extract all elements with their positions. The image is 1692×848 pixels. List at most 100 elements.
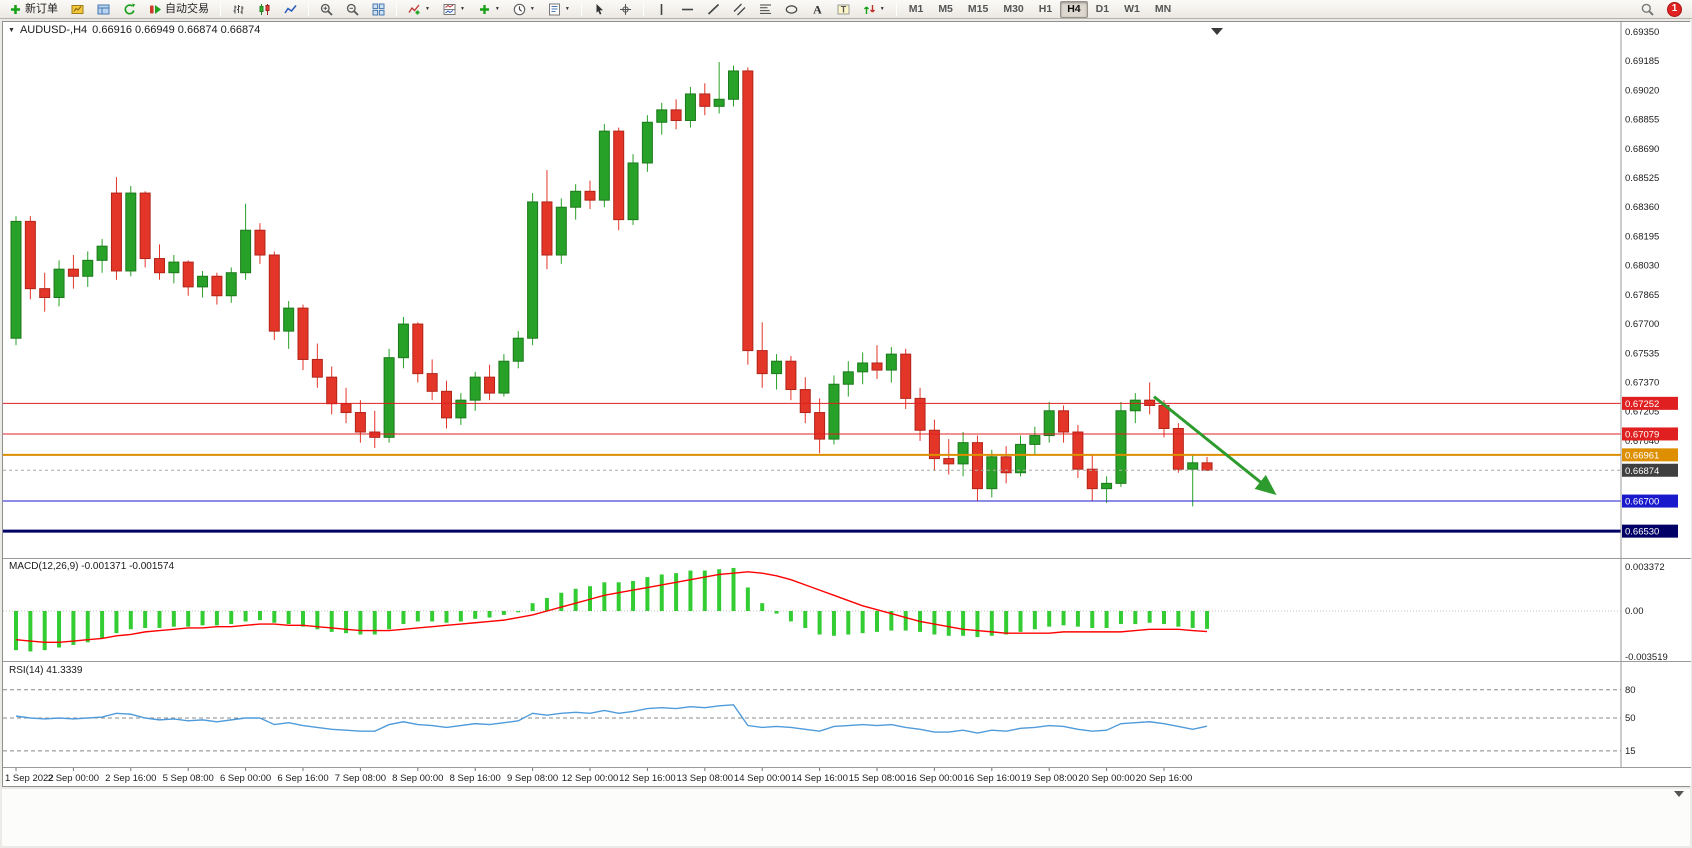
text-label-icon: T	[837, 3, 850, 16]
dropdown-caret-icon: ▼	[564, 6, 570, 12]
arrows-button[interactable]: ▼	[857, 1, 891, 18]
svg-text:0.67040: 0.67040	[1625, 436, 1659, 447]
scroll-marker-icon[interactable]	[1674, 791, 1684, 797]
zoom-in-button[interactable]	[314, 1, 339, 18]
svg-text:19 Sep 08:00: 19 Sep 08:00	[1021, 773, 1078, 784]
crosshair-button[interactable]	[613, 1, 638, 18]
button-label: D1	[1095, 2, 1110, 15]
svg-text:8 Sep 16:00: 8 Sep 16:00	[450, 773, 501, 784]
ellipse-icon	[785, 3, 798, 16]
svg-text:6 Sep 16:00: 6 Sep 16:00	[277, 773, 328, 784]
svg-text:16 Sep 00:00: 16 Sep 00:00	[906, 773, 963, 784]
grid-layer	[3, 610, 1621, 752]
text-icon: A	[811, 2, 824, 16]
button-label: W1	[1124, 2, 1140, 15]
indicator-window-button[interactable]: ▼	[437, 1, 471, 18]
autotrading-icon	[149, 3, 162, 16]
timeframe-d1[interactable]: D1	[1089, 1, 1116, 18]
svg-text:0.67535: 0.67535	[1625, 348, 1659, 359]
vertical-line-icon	[655, 3, 668, 16]
chart-window[interactable]: 0.69350 0.69185 0.69020 0.68855 0.68690 0.685…	[2, 21, 1691, 787]
button-label: M30	[1003, 2, 1024, 15]
refresh-button[interactable]	[117, 1, 142, 18]
toolbar-right-group: 1	[1635, 1, 1689, 18]
trend-arrow-annotation	[1153, 395, 1277, 496]
annotation-layer	[1153, 395, 1277, 496]
tile-windows-button[interactable]	[366, 1, 391, 18]
channel-button[interactable]	[727, 1, 752, 18]
svg-text:0.66961: 0.66961	[1625, 450, 1659, 461]
text-button[interactable]: A	[805, 1, 830, 18]
vertical-line-button[interactable]	[649, 1, 674, 18]
timeframe-m1[interactable]: M1	[902, 1, 931, 18]
templates-button[interactable]: ▼	[542, 1, 576, 18]
trendline-button[interactable]	[701, 1, 726, 18]
market-watch-button[interactable]	[65, 1, 90, 18]
toolbar-separator	[895, 2, 897, 16]
timeframe-h4[interactable]: H4	[1060, 0, 1088, 18]
fibonacci-button[interactable]	[753, 1, 778, 18]
add-indicator-button[interactable]: ▼	[472, 1, 506, 18]
svg-text:2 Sep 16:00: 2 Sep 16:00	[105, 773, 156, 784]
dropdown-caret-icon: ▼	[425, 6, 430, 12]
periods-button[interactable]: ▼	[507, 1, 541, 18]
svg-text:0.67205: 0.67205	[1625, 407, 1659, 418]
dropdown-caret-icon: ▼	[494, 6, 500, 12]
zoom-in-icon	[320, 3, 333, 16]
channel-icon	[733, 3, 746, 16]
axis-labels-layer: 0.69350 0.69185 0.69020 0.68855 0.68690 0.685…	[1622, 27, 1678, 757]
search-button[interactable]	[1635, 1, 1660, 18]
svg-text:0.68195: 0.68195	[1625, 231, 1659, 242]
line-chart-button[interactable]	[278, 1, 303, 18]
svg-text:2 Sep 00:00: 2 Sep 00:00	[48, 773, 99, 784]
candles-layer	[10, 62, 1213, 507]
timeframe-w1[interactable]: W1	[1117, 1, 1147, 18]
dropdown-caret-icon: ▼	[529, 6, 535, 12]
svg-text:14 Sep 00:00: 14 Sep 00:00	[734, 773, 791, 784]
autotrading-button[interactable]: 自动交易	[143, 1, 215, 18]
svg-text:0.68360: 0.68360	[1625, 202, 1659, 213]
candlestick-chart-icon	[258, 3, 271, 16]
svg-text:0.67079: 0.67079	[1625, 429, 1659, 440]
svg-text:0.68690: 0.68690	[1625, 144, 1659, 155]
frame-layer	[3, 22, 1691, 768]
timeframe-h1[interactable]: H1	[1032, 1, 1059, 18]
fibonacci-icon	[759, 3, 772, 16]
hlines-layer	[3, 402, 1621, 533]
zoom-out-button[interactable]	[340, 1, 365, 18]
button-label: H4	[1067, 2, 1081, 15]
shapes-button[interactable]	[779, 1, 804, 18]
svg-text:1 Sep 2022: 1 Sep 2022	[5, 773, 54, 784]
svg-text:20 Sep 00:00: 20 Sep 00:00	[1078, 773, 1135, 784]
button-label: 新订单	[25, 2, 58, 15]
svg-text:9 Sep 08:00: 9 Sep 08:00	[507, 773, 558, 784]
new-order-button[interactable]: 新订单	[3, 1, 64, 18]
svg-text:13 Sep 08:00: 13 Sep 08:00	[677, 773, 734, 784]
search-icon	[1641, 3, 1654, 16]
timeframe-mn[interactable]: MN	[1148, 1, 1178, 18]
navigator-button[interactable]	[91, 1, 116, 18]
horizontal-line-button[interactable]	[675, 1, 700, 18]
svg-text:0.67865: 0.67865	[1625, 290, 1659, 301]
svg-text:12 Sep 16:00: 12 Sep 16:00	[619, 773, 676, 784]
chart-shift-marker-icon	[1211, 28, 1223, 35]
timeframe-m5[interactable]: M5	[931, 1, 960, 18]
candlestick-chart-button[interactable]	[252, 1, 277, 18]
timeframe-m30[interactable]: M30	[996, 1, 1030, 18]
arrows-icon	[863, 3, 876, 16]
bar-chart-button[interactable]	[226, 1, 251, 18]
periods-icon	[513, 3, 526, 16]
new-order-icon	[9, 3, 22, 16]
text-label-button[interactable]: T	[831, 1, 856, 18]
notification-badge[interactable]: 1	[1667, 1, 1682, 17]
indicators-button[interactable]: ▼	[402, 1, 436, 18]
button-label: M15	[967, 2, 989, 15]
chart-canvas[interactable]: 0.69350 0.69185 0.69020 0.68855 0.68690 0.685…	[3, 22, 1691, 786]
cursor-button[interactable]	[587, 1, 612, 18]
svg-text:0.69350: 0.69350	[1625, 27, 1659, 38]
toolbar-separator	[396, 2, 397, 16]
timeframe-m15[interactable]: M15	[961, 1, 995, 18]
zoom-out-icon	[346, 3, 359, 16]
macd-layer	[14, 567, 1210, 652]
bar-chart-icon	[232, 3, 245, 16]
